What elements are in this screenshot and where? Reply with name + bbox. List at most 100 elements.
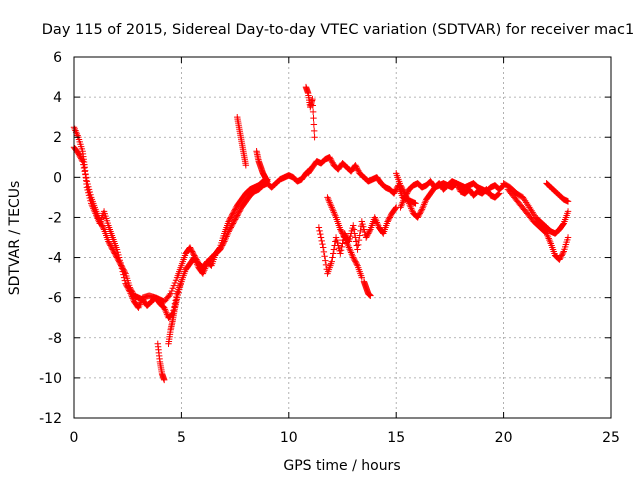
data-point <box>127 285 134 293</box>
data-point <box>98 220 105 228</box>
data-point <box>350 254 357 261</box>
data-point <box>100 224 107 232</box>
data-point <box>126 284 134 291</box>
data-point <box>415 211 423 218</box>
x-tick-label: 10 <box>280 430 298 446</box>
data-point <box>309 108 317 116</box>
data-point <box>310 114 317 122</box>
data-point <box>110 249 118 256</box>
data-point <box>415 212 422 220</box>
data-point <box>81 168 88 175</box>
data-point <box>77 154 84 161</box>
series-arc-7 <box>302 83 318 141</box>
data-point <box>352 259 360 267</box>
data-point <box>364 231 371 239</box>
series-arc-3 <box>154 340 168 384</box>
data-point <box>559 251 566 258</box>
data-point <box>350 255 358 263</box>
grid-lines <box>74 57 611 418</box>
data-point <box>387 212 394 220</box>
data-point <box>309 95 316 103</box>
data-point <box>558 252 565 259</box>
x-tick-label: 15 <box>387 430 405 446</box>
data-point <box>321 253 328 260</box>
data-point <box>116 259 124 267</box>
data-point <box>118 263 126 271</box>
series-arc-1 <box>70 123 314 311</box>
data-point <box>564 234 572 241</box>
data-point <box>128 288 136 295</box>
data-point <box>564 198 572 205</box>
y-tick-label: 2 <box>53 130 62 146</box>
y-tick-label: -6 <box>48 291 62 307</box>
data-point <box>352 162 359 169</box>
data-point <box>96 218 103 225</box>
data-point <box>227 214 235 221</box>
data-point <box>337 247 345 254</box>
data-point <box>77 155 85 162</box>
data-point <box>366 227 373 235</box>
data-point <box>229 211 236 218</box>
data-point <box>317 234 325 241</box>
data-point <box>175 289 182 296</box>
data-point <box>236 206 244 214</box>
data-point <box>176 286 183 293</box>
data-point <box>229 221 236 228</box>
data-point <box>556 255 564 262</box>
data-point <box>235 209 242 216</box>
data-point <box>83 178 91 185</box>
data-point <box>97 219 104 226</box>
data-point <box>495 190 502 198</box>
data-point <box>494 191 502 198</box>
y-tick-label: -4 <box>48 251 62 267</box>
x-tick-label: 5 <box>177 430 186 446</box>
data-point <box>352 163 360 170</box>
data-point <box>350 226 358 233</box>
data-point <box>85 186 93 193</box>
y-tick-label: -2 <box>48 210 62 226</box>
data-point <box>355 167 362 174</box>
data-point <box>166 291 173 299</box>
data-point <box>454 182 461 190</box>
data-point <box>496 190 503 197</box>
data-point <box>189 249 197 257</box>
data-point <box>230 208 237 216</box>
data-point <box>171 279 179 287</box>
data-point <box>318 237 325 245</box>
data-point <box>234 210 242 218</box>
data-points <box>70 83 572 384</box>
series-arc-4 <box>165 278 185 347</box>
data-point <box>335 242 342 249</box>
data-point <box>391 188 398 196</box>
series-arc-6 <box>253 148 271 185</box>
data-point <box>403 190 411 197</box>
data-point <box>84 180 91 188</box>
data-point <box>117 261 124 268</box>
data-point <box>339 230 346 237</box>
data-point <box>231 217 238 224</box>
data-point <box>353 242 361 249</box>
data-point <box>398 183 405 190</box>
x-tick-label: 20 <box>495 430 513 446</box>
data-point <box>107 242 114 249</box>
data-point <box>106 240 113 248</box>
data-point <box>111 250 119 257</box>
data-point <box>367 292 374 299</box>
data-point <box>327 156 335 164</box>
data-point <box>225 218 232 225</box>
data-point <box>329 254 336 261</box>
data-point <box>358 274 366 281</box>
data-point <box>231 207 238 214</box>
data-point <box>337 227 345 235</box>
data-point <box>113 253 120 260</box>
data-point <box>351 230 358 237</box>
data-point <box>76 152 83 160</box>
data-point <box>347 232 354 240</box>
data-point <box>390 190 398 197</box>
data-point <box>114 255 121 263</box>
y-tick-label: -8 <box>48 331 62 347</box>
y-tick-label: 0 <box>53 170 62 186</box>
data-point <box>322 261 330 269</box>
data-point <box>108 244 116 252</box>
data-point <box>82 171 89 178</box>
